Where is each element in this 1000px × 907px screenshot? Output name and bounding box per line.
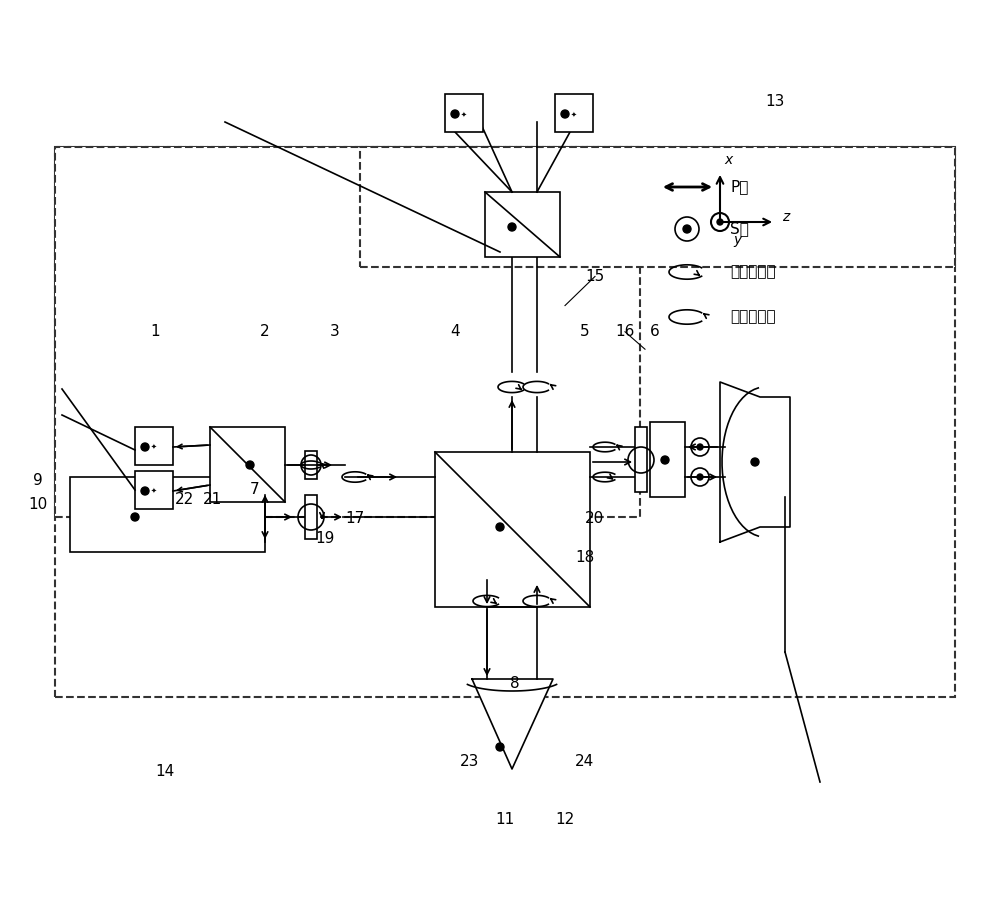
Text: 6: 6 — [650, 324, 660, 339]
Text: 10: 10 — [28, 497, 48, 512]
Text: 4: 4 — [450, 324, 460, 339]
Text: 20: 20 — [585, 512, 605, 526]
Circle shape — [508, 223, 516, 231]
Bar — [305, 495, 317, 539]
Bar — [635, 427, 647, 492]
Text: 左旋偏振光: 左旋偏振光 — [730, 265, 776, 279]
Polygon shape — [720, 382, 790, 542]
Bar — [445, 94, 483, 132]
Circle shape — [697, 444, 703, 450]
Text: 12: 12 — [555, 812, 575, 827]
Text: 21: 21 — [202, 493, 222, 507]
FancyBboxPatch shape — [55, 147, 640, 517]
Bar — [485, 192, 560, 257]
FancyBboxPatch shape — [55, 147, 955, 697]
Circle shape — [683, 225, 691, 233]
Polygon shape — [472, 679, 553, 769]
Text: 5: 5 — [580, 324, 590, 339]
Circle shape — [451, 110, 459, 118]
Text: 18: 18 — [575, 551, 595, 565]
Text: 2: 2 — [260, 324, 270, 339]
Text: ✦: ✦ — [151, 488, 157, 494]
Text: 7: 7 — [250, 483, 260, 497]
Text: P光: P光 — [730, 180, 748, 194]
Circle shape — [246, 461, 254, 469]
FancyBboxPatch shape — [360, 147, 955, 267]
Bar — [135, 427, 173, 465]
Circle shape — [496, 743, 504, 751]
Bar — [305, 451, 317, 479]
Text: ✦: ✦ — [151, 444, 157, 450]
Text: 16: 16 — [615, 324, 635, 339]
Text: 19: 19 — [315, 531, 335, 546]
Text: ✦: ✦ — [461, 112, 467, 118]
Text: y: y — [733, 233, 741, 247]
Text: S光: S光 — [730, 221, 749, 237]
Text: ✦: ✦ — [571, 112, 577, 118]
Circle shape — [561, 110, 569, 118]
Text: 23: 23 — [460, 754, 480, 769]
Text: 14: 14 — [155, 764, 175, 778]
Bar — [135, 471, 173, 509]
Bar — [210, 427, 285, 502]
Text: 15: 15 — [585, 269, 605, 284]
Circle shape — [141, 443, 149, 451]
Circle shape — [661, 456, 669, 464]
Text: x: x — [724, 153, 732, 167]
Text: 9: 9 — [33, 473, 43, 488]
Text: 右旋偏振光: 右旋偏振光 — [730, 309, 776, 325]
Text: z: z — [782, 210, 789, 224]
Text: 13: 13 — [765, 94, 785, 110]
Bar — [70, 477, 265, 552]
Bar — [435, 452, 590, 607]
Text: 24: 24 — [575, 754, 595, 769]
Circle shape — [496, 523, 504, 531]
Text: 22: 22 — [175, 493, 195, 507]
Circle shape — [697, 474, 703, 480]
Circle shape — [751, 458, 759, 466]
Circle shape — [717, 219, 723, 225]
Text: 17: 17 — [345, 512, 365, 526]
Circle shape — [141, 487, 149, 495]
Text: 8: 8 — [510, 677, 520, 691]
Text: 3: 3 — [330, 324, 340, 339]
Circle shape — [131, 513, 139, 521]
Text: 1: 1 — [150, 324, 160, 339]
Bar — [650, 422, 685, 497]
Bar — [555, 94, 593, 132]
Text: 11: 11 — [495, 812, 515, 827]
